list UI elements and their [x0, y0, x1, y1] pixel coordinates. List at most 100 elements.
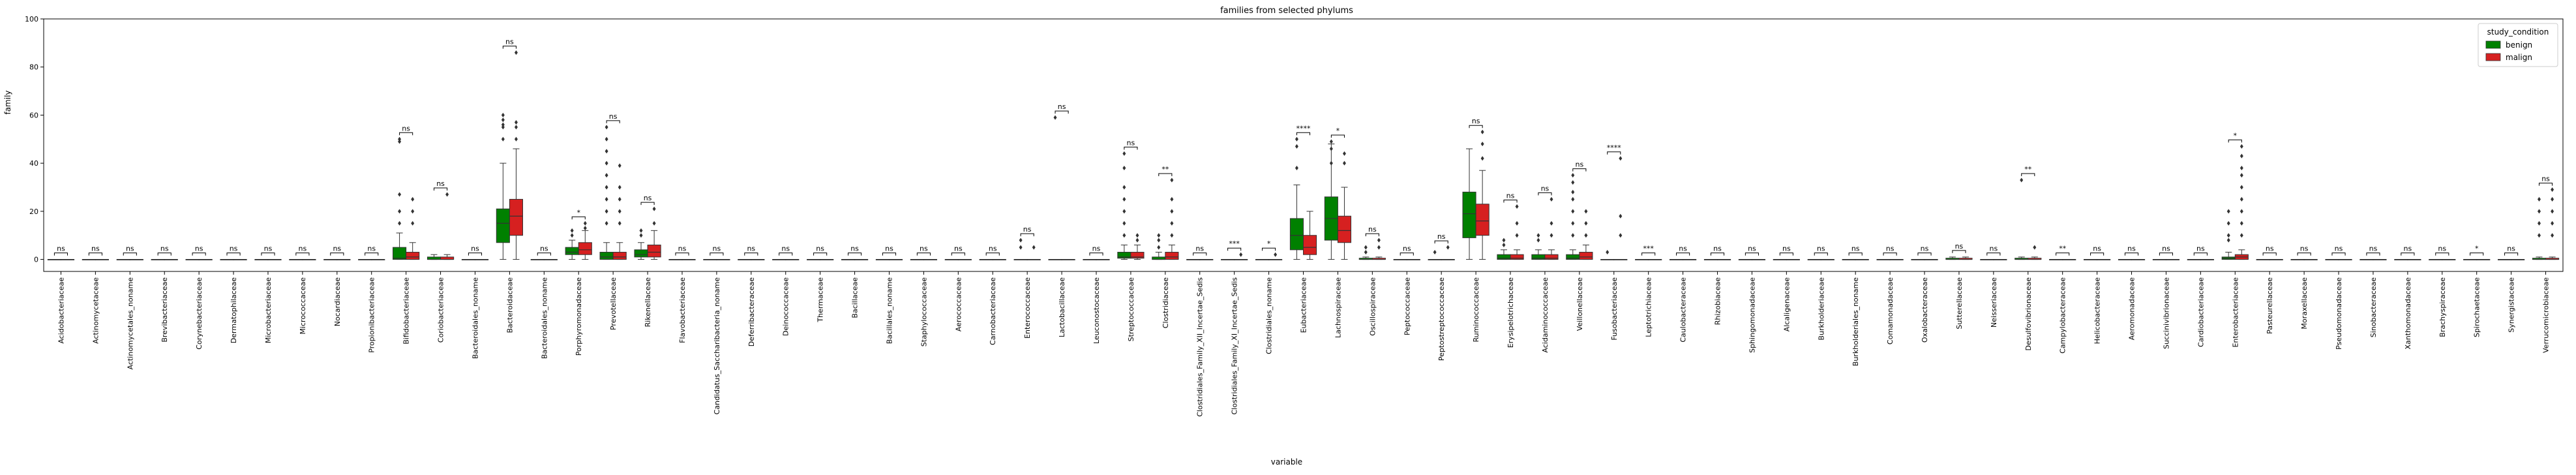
significance-label: ns	[264, 245, 273, 253]
box-group-malign	[1337, 151, 1352, 260]
plot-area: ns ns ns ns ns ns ns ns ns ns ns ns ns ns ns * ns ns ns ns n…	[47, 38, 2560, 260]
significance-bracket	[1676, 253, 1690, 256]
outlier-point	[605, 173, 608, 178]
x-tick-label: Rhizobiaceae	[1714, 277, 1722, 326]
x-tick-label: Oscillospiraceae	[1368, 277, 1377, 336]
significance-label: *	[1336, 127, 1340, 135]
outlier-point	[2537, 209, 2541, 214]
significance-label: ns	[678, 245, 687, 253]
x-tick-label: Lactobacillaceae	[1058, 277, 1066, 337]
x-tick-label: Enterococcaceae	[1023, 277, 1032, 339]
significance-annotation: ns	[399, 124, 413, 136]
x-tick-label: Helicobacteraceae	[2093, 277, 2102, 345]
outlier-point	[1239, 252, 1243, 257]
outlier-point	[1536, 238, 1540, 243]
x-tick-label: Clostridiales_Family_XI_Incertae_Sedis	[1231, 277, 1239, 415]
box-group-benign	[1324, 139, 1338, 260]
x-tick-label: Bacteroidales_noname	[471, 277, 479, 359]
significance-annotation: ns	[1469, 117, 1483, 129]
significance-bracket	[2435, 253, 2449, 256]
significance-annotation: *	[1330, 127, 1345, 138]
outlier-point	[1377, 245, 1381, 250]
x-tick-label: Cardiobacteriaceae	[2196, 277, 2205, 347]
significance-bracket	[226, 253, 241, 256]
significance-bracket	[606, 120, 620, 123]
x-tick-label: Campylobacteraceae	[2059, 277, 2067, 354]
outlier-point	[411, 221, 415, 226]
outlier-point	[1480, 156, 1484, 161]
box-group-malign	[1544, 196, 1559, 260]
significance-label: ns	[91, 245, 100, 253]
box-group-malign	[1579, 209, 1593, 260]
outlier-point	[514, 119, 518, 125]
significance-annotation: ns	[848, 245, 862, 256]
significance-annotation: ns	[744, 245, 758, 256]
significance-bracket	[1641, 253, 1656, 256]
box-group-malign	[1130, 233, 1145, 260]
significance-annotation: *	[571, 208, 586, 220]
box-group-benign	[393, 136, 407, 260]
outlier-point	[411, 196, 415, 202]
box-group-malign	[2234, 144, 2249, 260]
outlier-point	[445, 192, 449, 197]
significance-label: ns	[2404, 245, 2412, 253]
significance-bracket	[2262, 253, 2277, 256]
box	[509, 198, 523, 236]
outlier-point	[501, 136, 505, 142]
significance-bracket	[399, 132, 413, 136]
significance-bracket	[1124, 146, 1138, 150]
outlier-point	[1274, 252, 1278, 257]
box	[1289, 218, 1304, 251]
significance-label: ns	[2438, 245, 2446, 253]
x-tick-label: Sutterellaceae	[1955, 277, 1964, 329]
significance-annotation: *	[2228, 131, 2242, 143]
outlier-point	[2537, 233, 2541, 238]
x-tick-label: Bacillales_noname	[885, 277, 893, 344]
significance-annotation: ns	[2538, 175, 2553, 186]
x-tick-label: Staphylococcaceae	[920, 277, 928, 346]
outlier-point	[1342, 151, 1346, 156]
significance-annotation: ns	[123, 245, 137, 256]
significance-bracket	[1055, 110, 1069, 114]
significance-bracket	[2056, 253, 2070, 256]
outlier-point	[1364, 250, 1368, 255]
significance-bracket	[330, 253, 344, 256]
significance-bracket	[295, 253, 310, 256]
outlier-point	[1157, 245, 1161, 250]
significance-annotation: ns	[1814, 245, 1828, 256]
significance-annotation: ns	[434, 179, 448, 191]
box-group-malign	[578, 221, 592, 260]
box	[565, 247, 579, 255]
outlier-point	[2551, 187, 2554, 192]
x-tick-label: Clostridiaceae	[1161, 277, 1170, 328]
x-tick-label: Brevibacteriaceae	[160, 277, 169, 343]
significance-annotation: ns	[365, 245, 379, 256]
box-group-benign	[599, 125, 614, 260]
outlier-point	[398, 209, 402, 214]
box	[496, 208, 510, 243]
box-group-benign	[1462, 148, 1476, 260]
box	[1130, 252, 1145, 259]
significance-label: ns	[1506, 191, 1515, 200]
significance-bracket	[1469, 125, 1483, 129]
significance-bracket	[2021, 173, 2035, 176]
x-tick-label: Burkholderiaceae	[1817, 277, 1825, 341]
outlier-point	[1571, 233, 1575, 238]
significance-label: ns	[644, 194, 652, 202]
box	[612, 252, 627, 260]
y-axis: 0 20 40 60 80 100	[25, 15, 44, 264]
significance-annotation: ns	[1848, 245, 1863, 256]
outlier-point	[1433, 250, 1437, 255]
outlier-point	[1122, 233, 1126, 238]
box	[1544, 254, 1559, 260]
outlier-point	[501, 117, 505, 123]
outlier-point	[605, 136, 608, 142]
outlier-point	[514, 50, 518, 55]
significance-bracket	[675, 253, 689, 256]
outlier-point	[2551, 209, 2554, 214]
significance-annotation: ns	[1572, 161, 1587, 172]
significance-annotation: ns	[1986, 245, 2001, 256]
y-tick-label: 60	[29, 111, 38, 119]
outlier-point	[618, 163, 622, 168]
